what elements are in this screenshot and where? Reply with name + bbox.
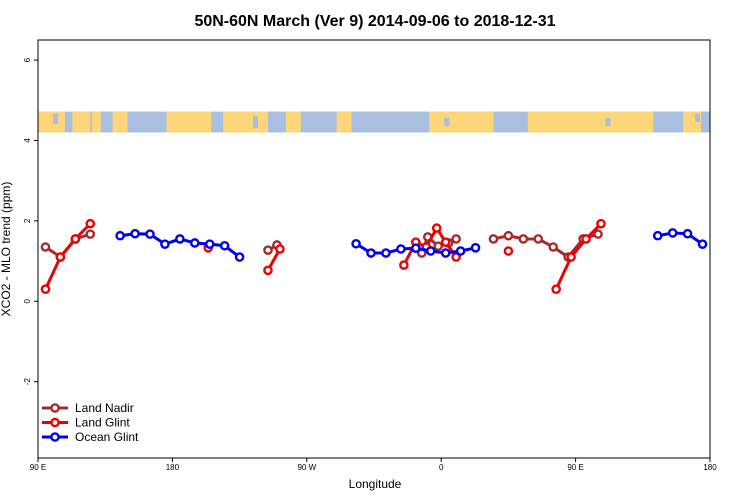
map-water [253, 115, 259, 129]
data-point [275, 244, 285, 254]
data-point [425, 246, 436, 256]
chart-title: 50N-60N March (Ver 9) 2014-09-06 to 2018… [194, 13, 555, 30]
data-point [234, 252, 245, 262]
data-point [697, 239, 708, 249]
data-point [440, 237, 451, 247]
map-land [112, 111, 128, 133]
data-point [40, 242, 51, 252]
series-line [44, 232, 91, 259]
data-point [366, 248, 376, 258]
data-point [533, 234, 544, 244]
map-water [605, 117, 611, 127]
legend-marker [50, 432, 60, 442]
map-water [52, 113, 58, 125]
series-layer [40, 218, 708, 294]
data-point [667, 228, 678, 238]
data-point [411, 243, 421, 253]
legend-item: Ocean Glint [42, 430, 139, 444]
map-land [336, 111, 352, 133]
data-point [396, 244, 406, 254]
series-line [657, 231, 704, 246]
data-point [470, 242, 481, 253]
legend-item: Land Nadir [42, 401, 134, 415]
x-tick-label: 180 [703, 463, 717, 472]
map-land [527, 111, 654, 133]
data-point [189, 238, 200, 248]
x-tick-label: 0 [439, 463, 444, 472]
plot-frame [37, 39, 711, 459]
map-land [285, 111, 301, 133]
data-point [40, 284, 51, 294]
data-point [381, 248, 391, 258]
series-line [44, 222, 92, 290]
data-point [451, 252, 461, 262]
data-point [55, 252, 66, 262]
data-point [399, 260, 409, 270]
map-land [429, 111, 494, 133]
data-point [566, 252, 576, 262]
legend-item: Land Glint [42, 416, 130, 430]
data-point [70, 234, 81, 244]
data-point [551, 284, 561, 294]
data-point [175, 234, 185, 244]
map-land [166, 111, 212, 133]
data-point [130, 228, 140, 239]
data-point [85, 229, 96, 239]
map-water [444, 117, 450, 127]
y-tick-label: 0 [23, 298, 32, 303]
world-map-band [38, 111, 710, 133]
y-axis-label: XCO2 - MLO trend (ppm) [0, 182, 13, 317]
data-point [503, 246, 514, 256]
x-tick-label: 90 W [297, 463, 316, 472]
data-point [263, 265, 273, 276]
data-point [596, 218, 606, 229]
data-point [548, 242, 559, 252]
data-point [160, 239, 170, 249]
map-land [223, 111, 268, 133]
data-point [652, 230, 663, 241]
data-point [145, 229, 155, 239]
y-tick-label: 6 [23, 57, 32, 62]
x-tick-label: 90 E [567, 463, 583, 472]
data-point [488, 234, 499, 244]
legend-label: Land Nadir [75, 401, 134, 415]
data-point [455, 246, 466, 256]
x-tick-label: 90 E [30, 463, 46, 472]
legend-marker [50, 417, 60, 428]
series-land-glint [40, 218, 606, 294]
y-tick-label: 2 [23, 218, 32, 223]
y-tick-label: 4 [23, 138, 32, 143]
data-point [219, 240, 230, 251]
series-line [554, 222, 603, 290]
data-point [115, 230, 125, 241]
x-axis: 90 E 180 90 W 0 90 E 180 [30, 458, 717, 472]
map-water [695, 113, 701, 122]
data-point [433, 241, 444, 251]
data-point [581, 234, 591, 244]
legend-label: Ocean Glint [75, 430, 139, 444]
series-ocean-glint [115, 228, 708, 262]
legend-marker [50, 403, 60, 413]
x-tick-label: 180 [166, 463, 180, 472]
data-point [351, 238, 361, 249]
data-point [85, 218, 96, 229]
map-land [91, 111, 101, 133]
y-tick-label: -2 [23, 378, 32, 386]
data-point [503, 230, 514, 241]
legend-label: Land Glint [75, 416, 130, 430]
map-land [38, 111, 65, 133]
data-point [440, 248, 451, 258]
data-point [451, 234, 461, 244]
data-point [431, 223, 442, 233]
data-point [518, 234, 529, 244]
x-axis-label: Longitude [349, 477, 402, 491]
map-land [72, 111, 91, 133]
data-point [263, 245, 273, 256]
y-axis: -2 0 2 4 6 [23, 57, 38, 385]
data-point [593, 229, 603, 239]
data-point [204, 239, 215, 249]
data-point [682, 228, 693, 239]
